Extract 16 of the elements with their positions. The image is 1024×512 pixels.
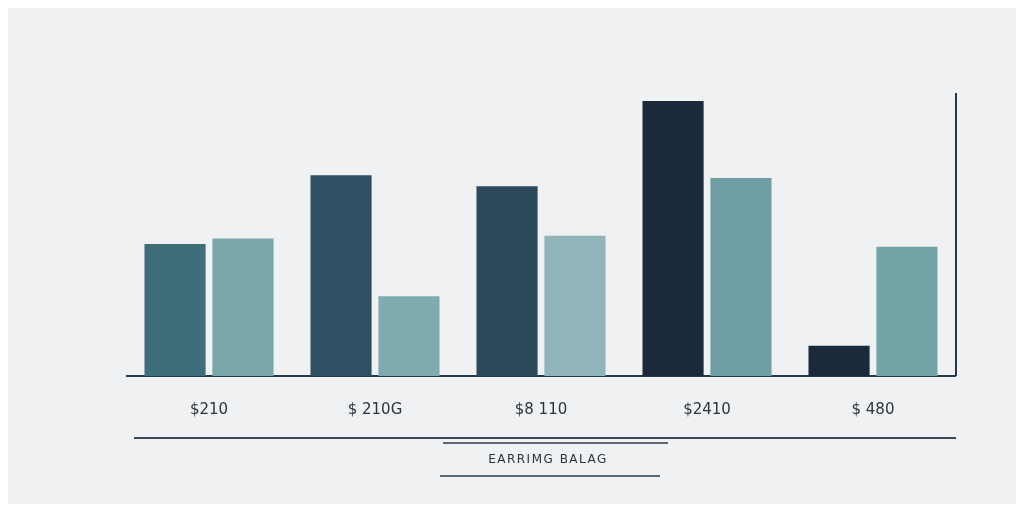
bar bbox=[476, 186, 538, 376]
x-axis-title: EARRIMG BALAG bbox=[488, 452, 608, 466]
bar bbox=[642, 101, 704, 376]
x-tick-label: $8 110 bbox=[514, 400, 568, 418]
bar bbox=[310, 175, 372, 376]
x-tick-label: $ 210G bbox=[347, 400, 403, 418]
bar bbox=[876, 246, 938, 376]
x-tick-label: $210 bbox=[189, 400, 229, 418]
bar bbox=[144, 244, 206, 376]
bar bbox=[212, 238, 274, 376]
bar bbox=[544, 235, 606, 376]
bar bbox=[378, 296, 440, 376]
bar bbox=[710, 178, 772, 376]
x-tick-label: $ 480 bbox=[851, 400, 895, 418]
bar bbox=[808, 345, 870, 376]
x-tick-label: $2410 bbox=[683, 400, 731, 418]
